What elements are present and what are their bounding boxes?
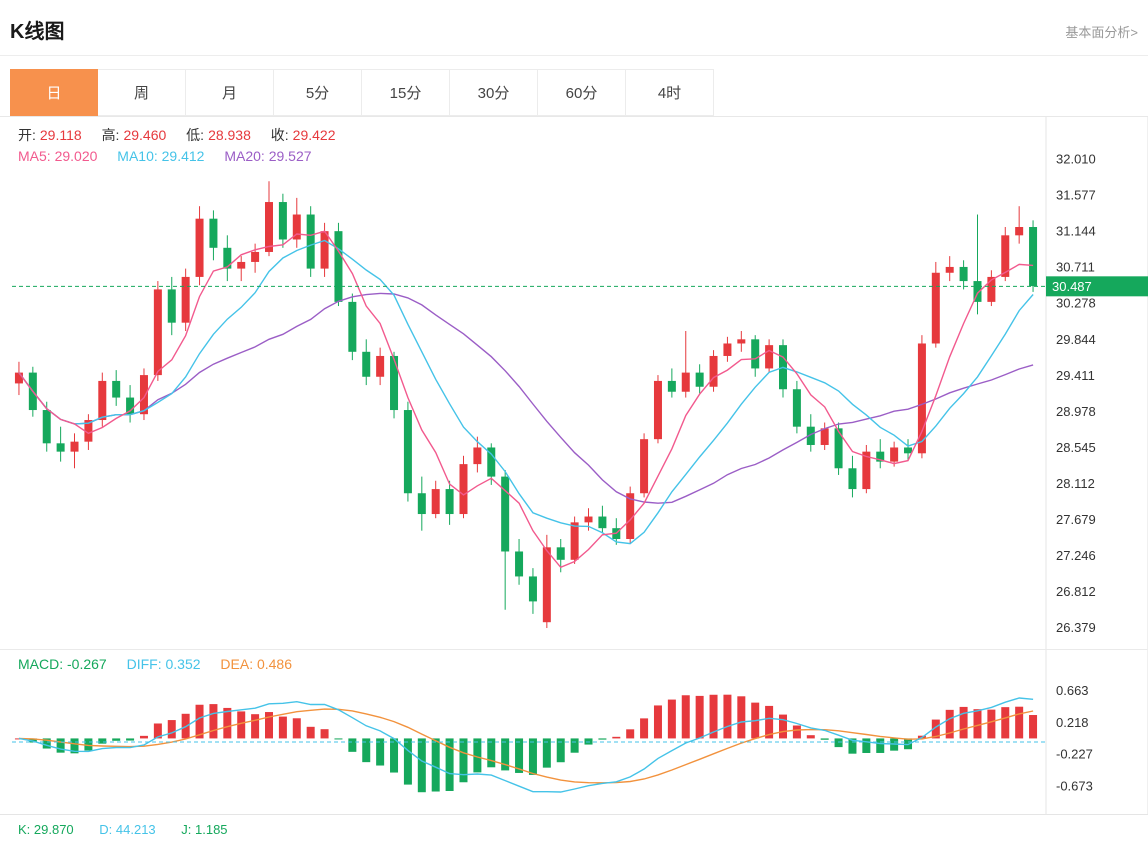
ma20-legend: MA20: 29.527 [224, 148, 312, 164]
y-axis-label: 31.144 [1056, 224, 1096, 239]
kdj-d: D: 44.213 [99, 822, 156, 837]
page-title: K线图 [10, 21, 65, 43]
candle-wicks [18, 181, 1034, 629]
y-axis-label: 32.010 [1056, 152, 1096, 167]
current-price-tag [1046, 276, 1148, 297]
close-value: 29.422 [292, 127, 336, 143]
tab-15min[interactable]: 15分 [362, 69, 450, 116]
ma5-legend: MA5: 29.020 [18, 148, 98, 164]
ma5-line [18, 230, 1034, 569]
page-header: K线图 基本面分析> [0, 0, 1148, 56]
low-value: 28.938 [208, 127, 251, 143]
kdj-j: J: 1.185 [181, 822, 228, 837]
y-axis-label: 26.812 [1056, 584, 1096, 599]
kdj-k: K: 29.870 [18, 822, 74, 837]
macd-legend: MACD: -0.267 DIFF: 0.352 DEA: 0.486 [18, 656, 296, 672]
kdj-footer: K: 29.870 D: 44.213 J: 1.185 [0, 814, 1148, 841]
y-axis-label: 30.711 [1056, 260, 1095, 275]
high-value: 29.460 [123, 127, 167, 143]
high-label: 高: [101, 127, 120, 143]
macd-chart[interactable]: 0.663 0.218 -0.227 -0.673 [0, 650, 1148, 815]
diff-value: DIFF: 0.352 [126, 656, 201, 672]
y-axis-label: 28.978 [1056, 404, 1096, 419]
diff-line [18, 697, 1034, 793]
tab-week[interactable]: 周 [98, 69, 186, 116]
ma10-line [18, 239, 1034, 545]
tab-60min[interactable]: 60分 [538, 69, 626, 116]
main-chart-panel: 32.010 31.577 31.144 30.711 30.278 29.844 29.4… [0, 117, 1148, 649]
dea-line [18, 708, 1034, 784]
y-axis-label: 27.246 [1056, 548, 1096, 563]
dea-value: DEA: 0.486 [220, 656, 293, 672]
macd-panel: 0.663 0.218 -0.227 -0.673 MACD: -0.267 DIFF… [0, 649, 1148, 815]
y-axis-label: 31.577 [1056, 188, 1096, 203]
tab-30min[interactable]: 30分 [450, 69, 538, 116]
macd-axis-label: 0.663 [1056, 683, 1089, 698]
macd-axis-label: -0.227 [1056, 747, 1093, 762]
ma-legend: MA5: 29.020 MA10: 29.412 MA20: 29.527 [18, 148, 316, 164]
period-tabs: 日 周 月 5分 15分 30分 60分 4时 [0, 69, 1148, 117]
ma20-line [18, 292, 1034, 504]
y-axis-label: 29.411 [1056, 368, 1095, 383]
candlestick-chart[interactable]: 32.010 31.577 31.144 30.711 30.278 29.844 29.4… [0, 117, 1148, 649]
tab-5min[interactable]: 5分 [274, 69, 362, 116]
y-axis-label: 27.679 [1056, 512, 1096, 527]
y-axis-label: 28.545 [1056, 440, 1096, 455]
tab-day[interactable]: 日 [10, 69, 98, 116]
macd-axis-label: -0.673 [1056, 779, 1093, 794]
macd-value: MACD: -0.267 [18, 656, 107, 672]
tab-4hour[interactable]: 4时 [626, 69, 714, 116]
ma10-legend: MA10: 29.412 [117, 148, 205, 164]
open-value: 29.118 [39, 127, 82, 143]
y-axis-label: 26.379 [1056, 620, 1096, 635]
macd-axis-label: 0.218 [1056, 715, 1089, 730]
low-label: 低: [186, 127, 205, 143]
y-axis-label: 30.278 [1056, 296, 1096, 311]
close-label: 收: [270, 127, 289, 143]
tab-month[interactable]: 月 [186, 69, 274, 116]
open-label: 开: [18, 127, 36, 143]
fundamental-analysis-link[interactable]: 基本面分析> [1065, 25, 1138, 40]
y-axis-label: 28.112 [1056, 476, 1095, 491]
ohlc-legend: 开: 29.118 高: 29.460 低: 28.938 收: 29.422 [18, 125, 340, 145]
y-axis-label: 29.844 [1056, 332, 1096, 347]
candle-bodies [14, 202, 1038, 623]
current-price-text: 30.487 [1052, 279, 1092, 294]
